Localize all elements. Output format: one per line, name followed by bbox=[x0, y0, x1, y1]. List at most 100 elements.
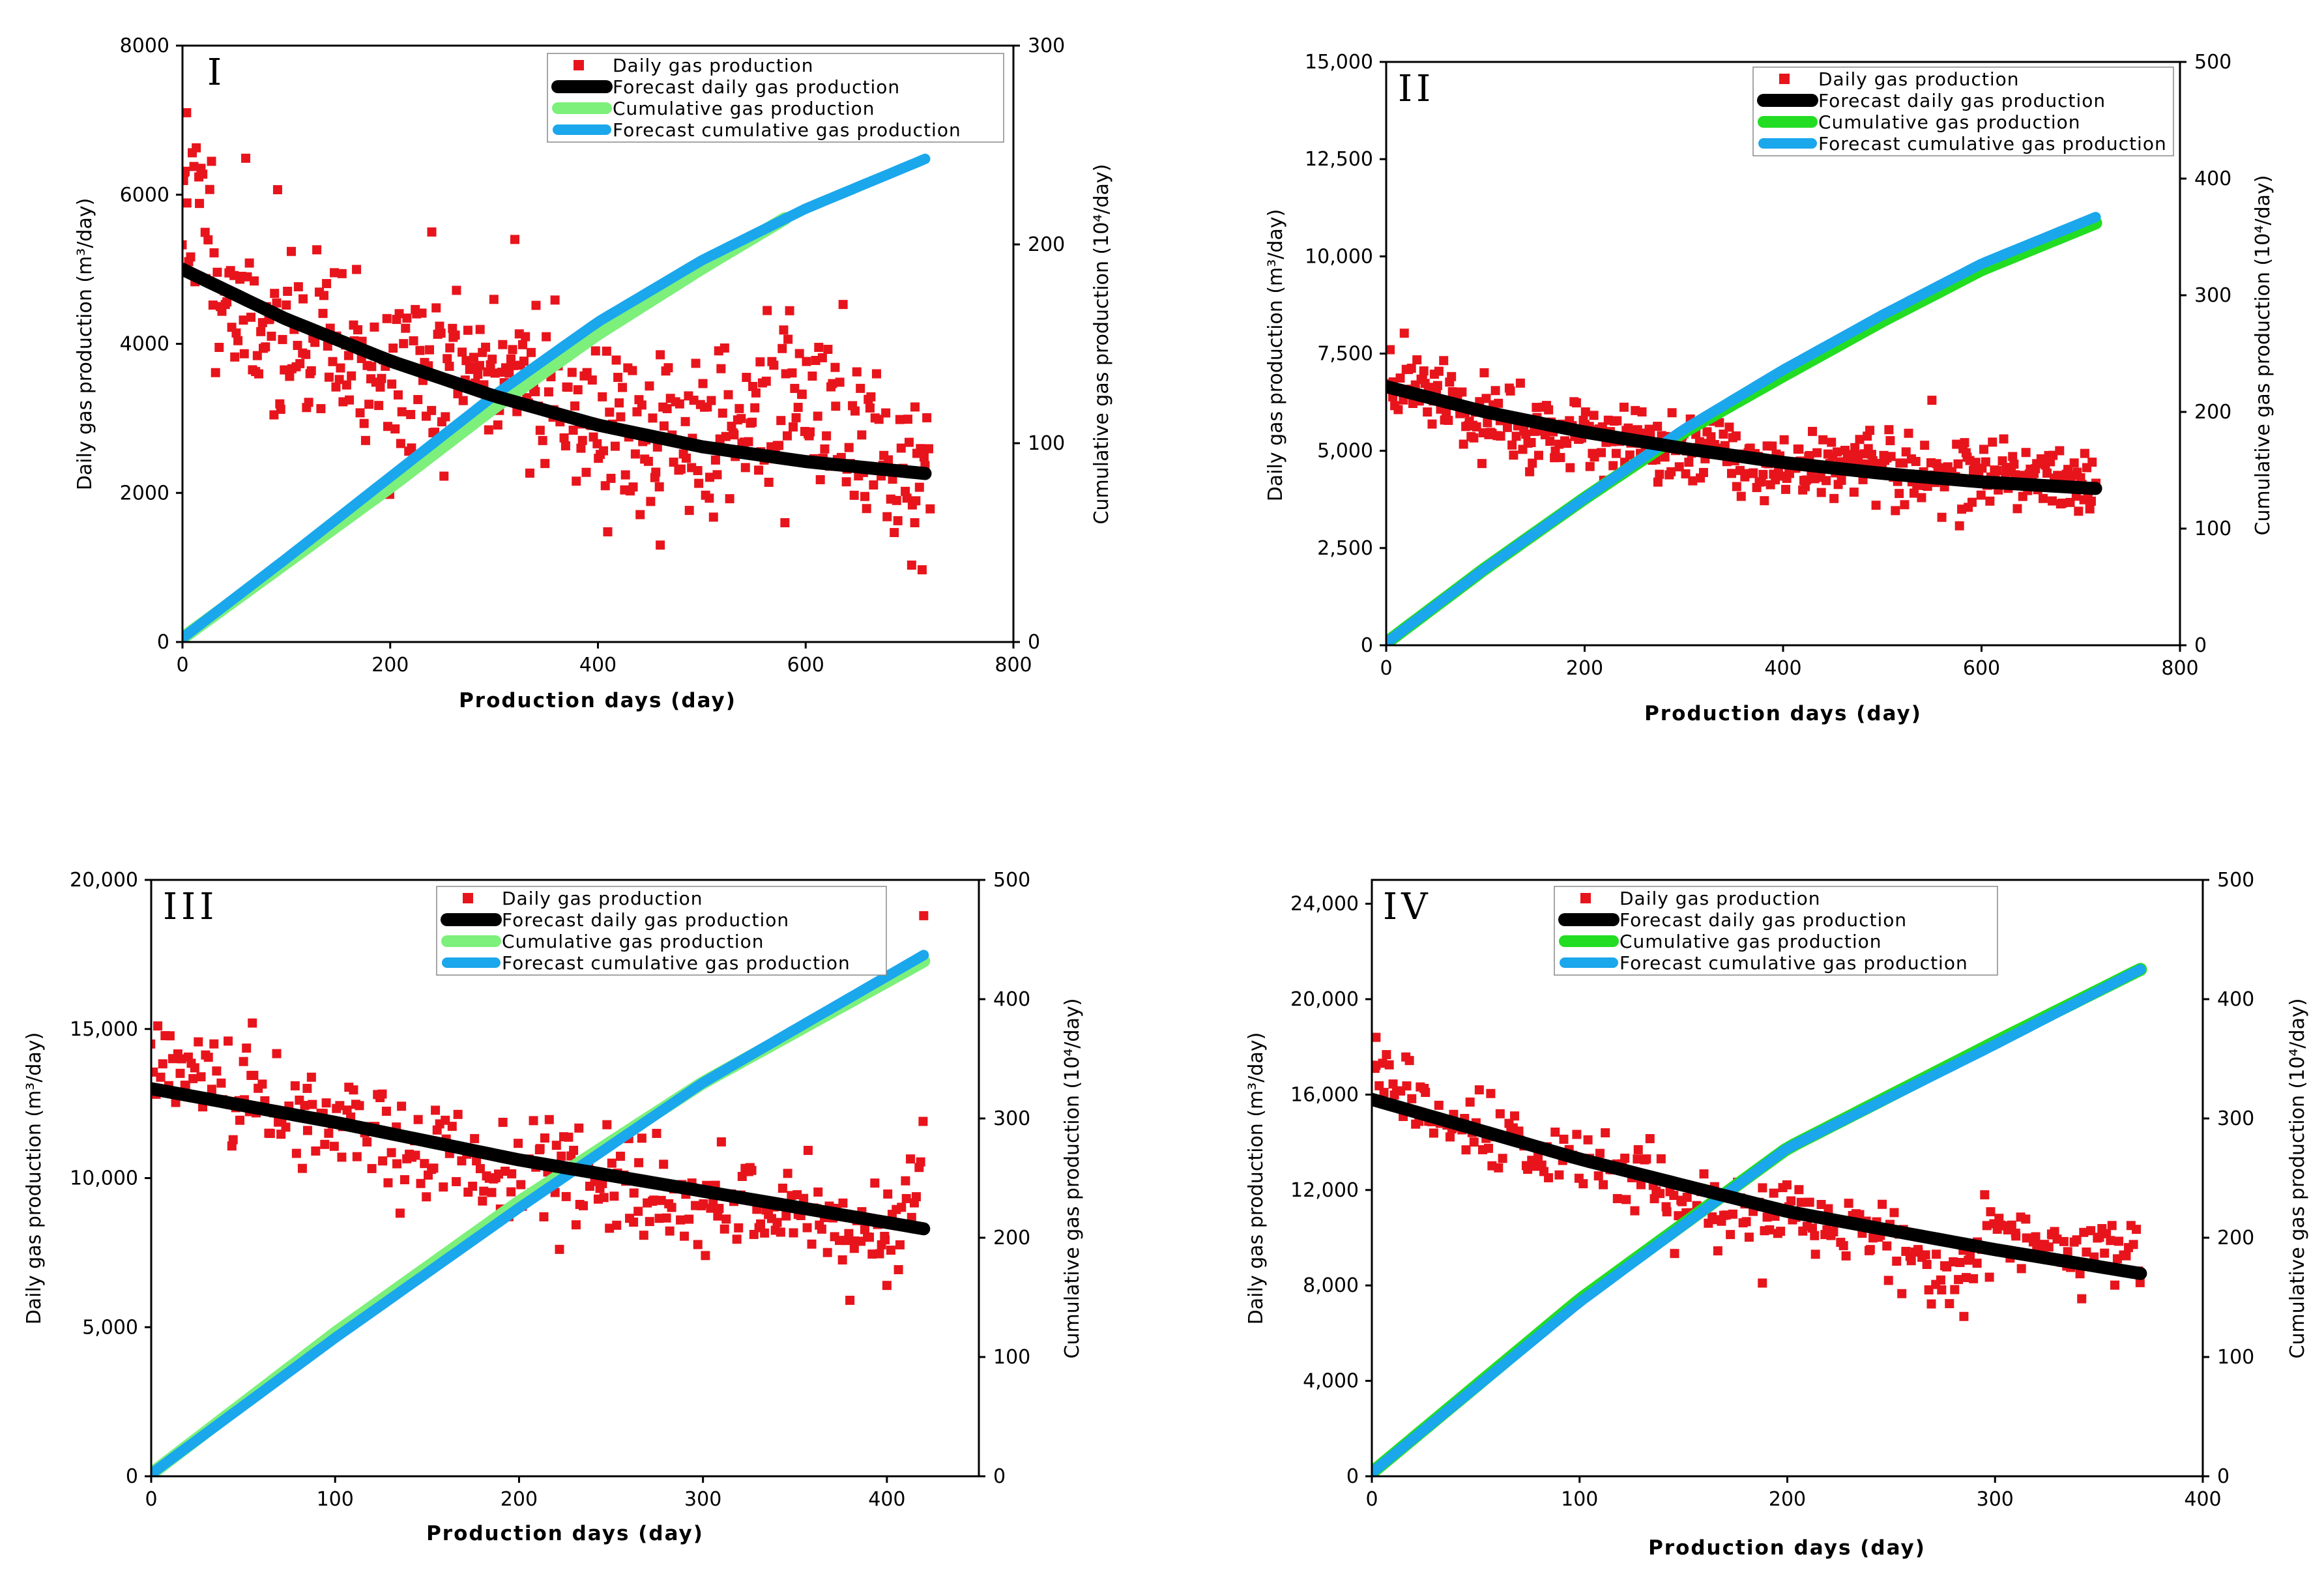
daily-production-point bbox=[211, 368, 220, 377]
daily-production-point bbox=[835, 377, 845, 387]
daily-production-point bbox=[383, 422, 392, 431]
daily-production-point bbox=[849, 1244, 859, 1253]
daily-production-point bbox=[659, 421, 669, 431]
daily-production-point bbox=[535, 1144, 545, 1154]
daily-production-point bbox=[723, 390, 733, 400]
daily-production-point bbox=[367, 362, 377, 372]
daily-production-point bbox=[1911, 457, 1921, 467]
daily-production-point bbox=[411, 1150, 420, 1160]
daily-production-point bbox=[508, 345, 517, 355]
daily-production-point bbox=[1412, 355, 1422, 365]
y-right-tick-label: 500 bbox=[993, 869, 1030, 892]
daily-production-point bbox=[841, 477, 851, 487]
daily-production-point bbox=[659, 1160, 669, 1169]
daily-production-point bbox=[1544, 1173, 1554, 1182]
daily-production-point bbox=[802, 357, 811, 366]
daily-production-point bbox=[1909, 488, 1919, 498]
y-left-tick-label: 15,000 bbox=[70, 1018, 138, 1041]
daily-production-point bbox=[609, 1191, 619, 1201]
daily-production-point bbox=[1498, 1154, 1507, 1163]
daily-production-point bbox=[1660, 452, 1670, 462]
daily-production-point bbox=[205, 184, 214, 194]
daily-production-point bbox=[257, 1079, 267, 1089]
daily-production-point bbox=[567, 368, 577, 377]
daily-production-point bbox=[540, 1133, 549, 1143]
daily-production-point bbox=[200, 227, 210, 237]
daily-production-point bbox=[654, 1214, 664, 1223]
y-left-tick-label: 7,500 bbox=[1317, 343, 1373, 366]
daily-production-point bbox=[2080, 448, 2089, 458]
daily-production-point bbox=[793, 403, 803, 413]
daily-production-point bbox=[194, 1037, 203, 1047]
daily-production-point bbox=[1585, 461, 1595, 471]
daily-production-point bbox=[1937, 1285, 1947, 1295]
daily-production-point bbox=[458, 396, 468, 405]
daily-production-point bbox=[665, 1226, 675, 1236]
daily-production-point bbox=[748, 417, 757, 427]
daily-production-point bbox=[605, 407, 615, 417]
daily-production-point bbox=[618, 383, 628, 392]
daily-production-point bbox=[1823, 1204, 1833, 1214]
daily-production-point bbox=[794, 349, 804, 358]
daily-production-point bbox=[570, 401, 580, 411]
daily-production-point bbox=[324, 372, 334, 382]
legend-label: Daily gas production bbox=[1818, 68, 2020, 90]
daily-production-point bbox=[654, 482, 664, 491]
daily-production-point bbox=[510, 235, 519, 244]
y-right-tick-label: 0 bbox=[1028, 631, 1040, 654]
daily-production-point bbox=[2012, 504, 2022, 514]
y-right-tick-label: 300 bbox=[2217, 1107, 2254, 1130]
daily-production-point bbox=[1597, 448, 1606, 458]
daily-production-point bbox=[393, 390, 403, 400]
daily-production-point bbox=[571, 1220, 581, 1230]
daily-production-point bbox=[1955, 1258, 1965, 1268]
y-right-tick-label: 100 bbox=[993, 1346, 1030, 1369]
daily-production-point bbox=[1731, 431, 1741, 441]
daily-production-point bbox=[1681, 469, 1691, 478]
daily-production-point bbox=[736, 414, 746, 424]
daily-production-point bbox=[335, 1101, 345, 1111]
daily-production-point bbox=[880, 1235, 890, 1245]
daily-production-point bbox=[1810, 1231, 1820, 1240]
daily-production-point bbox=[669, 458, 678, 467]
daily-production-point bbox=[1601, 1128, 1610, 1138]
daily-production-point bbox=[1532, 403, 1541, 413]
daily-production-point bbox=[719, 343, 729, 353]
daily-production-point bbox=[628, 366, 637, 375]
daily-production-point bbox=[763, 306, 772, 315]
daily-production-point bbox=[248, 1018, 257, 1028]
daily-production-point bbox=[1865, 426, 1875, 435]
daily-production-point bbox=[544, 1115, 554, 1124]
daily-production-point bbox=[276, 1130, 286, 1139]
daily-production-point bbox=[2102, 1229, 2112, 1238]
daily-production-point bbox=[910, 402, 920, 412]
daily-production-point bbox=[1502, 422, 1512, 432]
daily-production-point bbox=[639, 1231, 648, 1240]
daily-production-point bbox=[539, 1212, 549, 1221]
daily-production-point bbox=[272, 1049, 282, 1058]
daily-production-point bbox=[1822, 476, 1831, 486]
daily-production-point bbox=[322, 279, 332, 289]
daily-production-point bbox=[635, 510, 645, 519]
daily-production-point bbox=[691, 358, 701, 368]
daily-production-point bbox=[1878, 1199, 1887, 1209]
daily-production-point bbox=[612, 1220, 622, 1230]
daily-production-point bbox=[680, 1231, 690, 1241]
daily-production-point bbox=[1980, 1190, 1990, 1200]
daily-production-point bbox=[415, 345, 425, 355]
daily-production-point bbox=[1829, 1227, 1838, 1236]
daily-production-point bbox=[841, 1236, 850, 1246]
daily-production-point bbox=[246, 312, 256, 322]
daily-production-point bbox=[261, 342, 270, 352]
daily-production-point bbox=[704, 493, 714, 503]
daily-production-point bbox=[401, 323, 411, 333]
x-tick-label: 100 bbox=[1561, 1488, 1598, 1511]
daily-production-point bbox=[422, 1192, 431, 1202]
daily-production-point bbox=[831, 401, 841, 411]
daily-production-point bbox=[203, 235, 213, 244]
daily-production-point bbox=[803, 1146, 813, 1156]
daily-production-point bbox=[186, 252, 196, 262]
daily-production-point bbox=[345, 395, 355, 405]
daily-production-point bbox=[911, 1192, 921, 1202]
